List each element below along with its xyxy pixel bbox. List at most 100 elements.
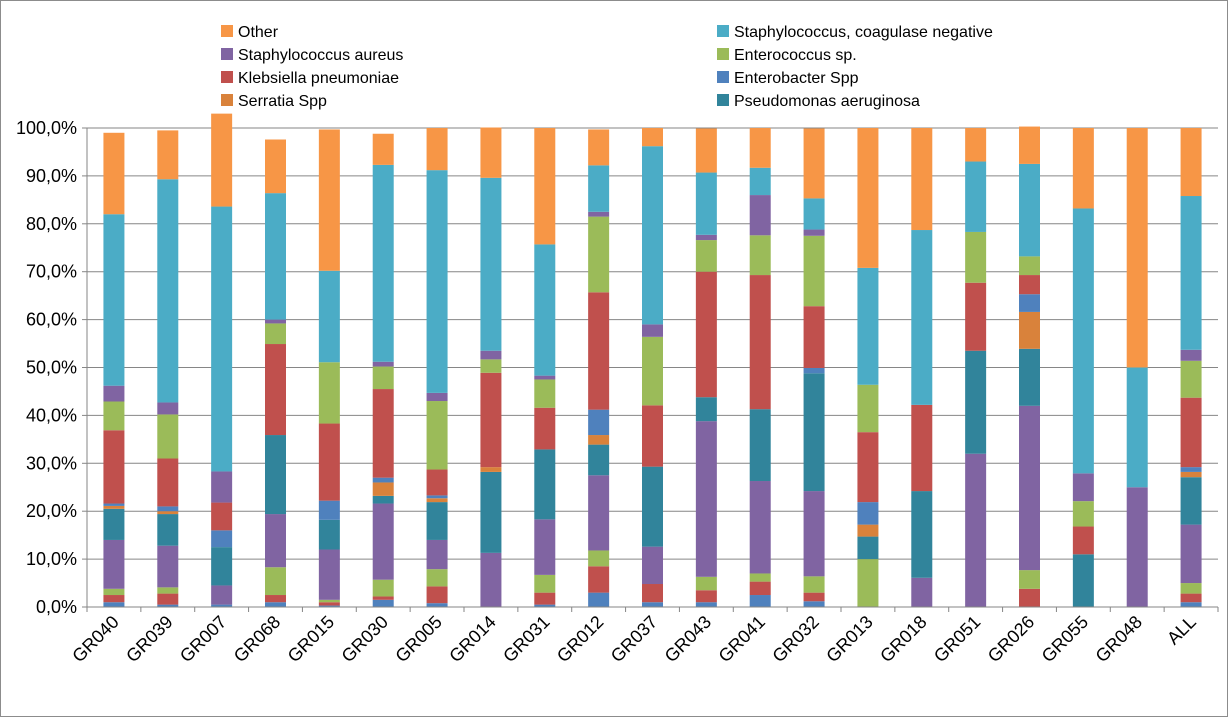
bar-segment (265, 319, 286, 324)
bar-segment (857, 267, 879, 385)
bar-segment (803, 601, 825, 607)
bar-stack-gr048 (1126, 128, 1148, 607)
bar-segment (749, 275, 771, 410)
legend-swatch (717, 25, 729, 37)
bar-segment (372, 366, 394, 390)
bar-segment (588, 211, 610, 217)
bar-segment (426, 502, 448, 540)
bar-segment (534, 407, 556, 450)
bar-segment (426, 128, 448, 171)
bar-segment (318, 599, 340, 603)
bar-segment (372, 164, 394, 362)
y-tick-label: 20,0% (26, 501, 77, 521)
bar-segment (1180, 128, 1202, 197)
y-tick-label: 70,0% (26, 262, 77, 282)
bar-segment (480, 471, 502, 553)
bar-segment (211, 502, 233, 531)
x-category-label: GR012 (553, 612, 607, 666)
bar-segment (534, 375, 556, 380)
bar-segment (642, 546, 663, 585)
bar-segment (157, 458, 179, 507)
bar-segment (695, 271, 717, 398)
bar-segment (318, 605, 340, 607)
legend-swatch (717, 71, 729, 83)
bar-stack-gr018 (911, 128, 933, 607)
bar-segment (1072, 554, 1094, 607)
bar-segment (642, 324, 663, 337)
x-category-label: GR037 (607, 612, 661, 666)
bar-segment (857, 128, 879, 268)
bar-segment (211, 547, 233, 586)
bar-segment (749, 128, 771, 168)
bar-stack-gr007 (211, 113, 233, 607)
bar-stack-gr005 (426, 128, 448, 607)
bar-segment (1019, 588, 1040, 607)
bar-segment (1180, 397, 1202, 468)
bar-segment (857, 432, 879, 503)
bar-segment (426, 392, 448, 402)
bar-segment (965, 350, 987, 454)
bar-segment (265, 323, 286, 345)
x-category-label: GR048 (1092, 612, 1146, 666)
legend-swatch (221, 94, 233, 106)
bar-segment (803, 306, 825, 368)
bar-segment (534, 449, 556, 520)
bar-segment (157, 511, 179, 515)
legend-swatch (717, 48, 729, 60)
bar-segment (534, 244, 556, 376)
bar-segment (803, 235, 825, 307)
bar-stack-gr015 (318, 129, 340, 607)
bar-segment (965, 231, 987, 283)
bar-segment (157, 402, 179, 415)
bar-segment (1019, 348, 1040, 406)
bar-segment (426, 469, 448, 496)
bar-segment (803, 592, 825, 602)
bar-segment (1126, 128, 1148, 368)
bar-segment (642, 405, 663, 467)
bar-segment (480, 359, 502, 373)
bar-segment (588, 216, 610, 293)
bar-segment (1019, 126, 1040, 164)
bar-segment (534, 379, 556, 408)
bar-segment (318, 519, 340, 550)
bar-segment (318, 270, 340, 363)
bar-segment (480, 177, 502, 351)
bar-segment (318, 549, 340, 600)
bar-segment (1180, 524, 1202, 584)
bar-segment (480, 372, 502, 468)
bar-segment (749, 195, 771, 236)
bar-segment (857, 502, 879, 525)
bar-stack-gr014 (480, 127, 502, 607)
bar-segment (695, 240, 717, 272)
x-category-label: GR030 (338, 612, 392, 666)
bar-segment (265, 139, 286, 194)
bar-segment (588, 550, 610, 567)
bar-segment (642, 128, 663, 147)
bar-segment (426, 603, 448, 607)
bar-segment (103, 539, 125, 589)
bar-segment (588, 129, 610, 166)
bar-segment (372, 389, 394, 478)
bar-segment (965, 282, 987, 351)
legend-swatch (221, 25, 233, 37)
bar-segment (857, 559, 879, 607)
bar-segment (1180, 467, 1202, 472)
bar-segment (803, 367, 825, 374)
bar-stack-gr055 (1072, 128, 1094, 607)
legend: Other Staphylococcus, coagulase negative S… (221, 24, 993, 110)
bar-segment (911, 128, 933, 231)
bar-segment (157, 604, 179, 607)
bar-segment (803, 491, 825, 577)
bar-segment (103, 385, 125, 402)
x-category-label: GR013 (822, 612, 876, 666)
bar-segment (857, 524, 879, 537)
bar-segment (372, 503, 394, 580)
legend-swatch (221, 71, 233, 83)
bar-segment (695, 172, 717, 235)
bar-segment (157, 514, 179, 546)
y-tick-label: 100,0% (16, 118, 77, 138)
x-category-label: GR018 (876, 612, 930, 666)
bar-segment (157, 179, 179, 403)
bar-segment (211, 530, 233, 548)
